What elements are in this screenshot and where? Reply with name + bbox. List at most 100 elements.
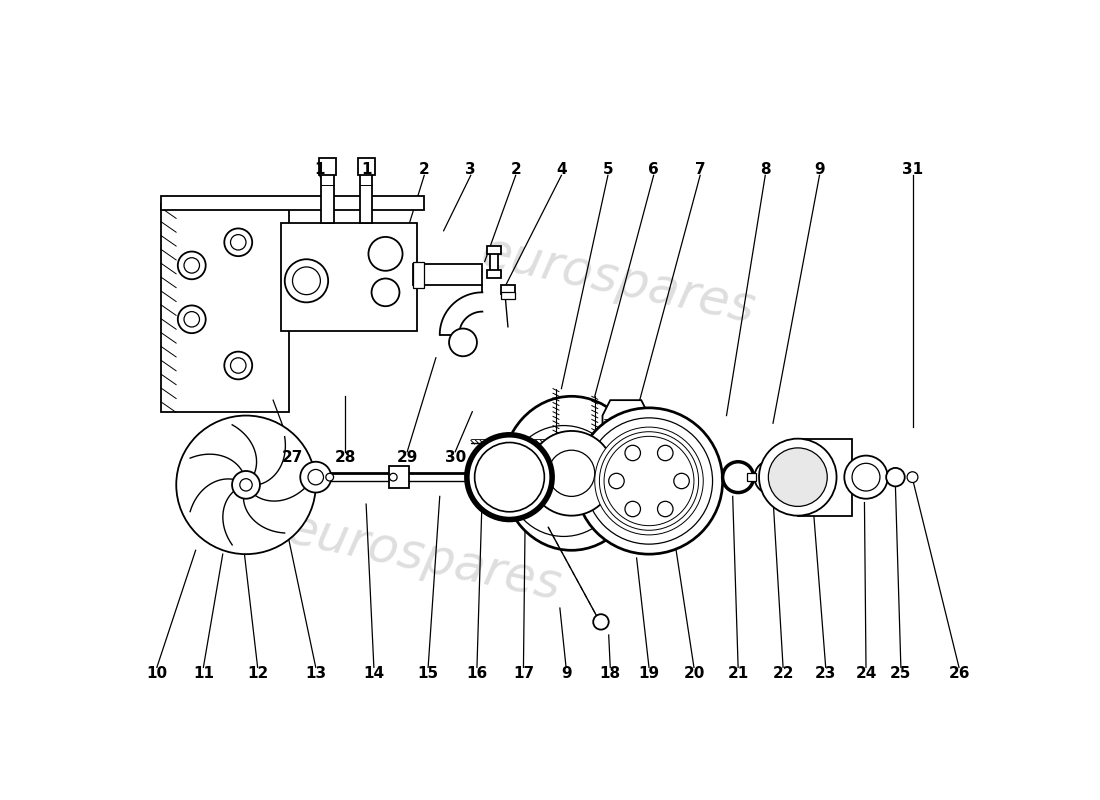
Bar <box>389 466 409 488</box>
Circle shape <box>723 462 754 493</box>
Circle shape <box>285 259 328 302</box>
Text: 17: 17 <box>513 666 534 681</box>
Text: 20: 20 <box>683 666 705 681</box>
Text: 29: 29 <box>396 450 418 466</box>
Circle shape <box>595 427 703 535</box>
Circle shape <box>768 448 827 506</box>
Text: 1: 1 <box>361 162 372 177</box>
Text: 14: 14 <box>363 666 384 681</box>
Text: 4: 4 <box>557 162 566 177</box>
Text: 7: 7 <box>695 162 705 177</box>
Circle shape <box>231 358 246 373</box>
Bar <box>747 474 756 481</box>
Circle shape <box>845 455 888 498</box>
Bar <box>491 250 498 271</box>
Text: eurospares: eurospares <box>476 228 760 334</box>
Text: 16: 16 <box>466 666 487 681</box>
Circle shape <box>224 229 252 256</box>
Text: 19: 19 <box>638 666 660 681</box>
Text: 27: 27 <box>282 450 304 466</box>
Bar <box>412 262 425 288</box>
Text: 30: 30 <box>444 450 466 466</box>
Bar <box>798 438 852 516</box>
Circle shape <box>466 435 552 519</box>
Circle shape <box>184 311 199 327</box>
Bar <box>500 285 515 294</box>
Bar <box>360 173 372 223</box>
Circle shape <box>368 237 403 270</box>
Text: 3: 3 <box>465 162 476 177</box>
Circle shape <box>575 408 723 554</box>
Text: 25: 25 <box>890 666 912 681</box>
Circle shape <box>240 478 252 491</box>
Circle shape <box>608 474 624 489</box>
Bar <box>319 158 336 174</box>
Circle shape <box>762 468 781 486</box>
Text: 2: 2 <box>510 162 521 177</box>
Polygon shape <box>603 400 649 542</box>
Circle shape <box>627 459 671 502</box>
Text: 1: 1 <box>315 162 324 177</box>
Text: eurospares: eurospares <box>283 506 565 610</box>
Text: 26: 26 <box>948 666 970 681</box>
Circle shape <box>887 468 904 486</box>
Circle shape <box>529 431 614 516</box>
Circle shape <box>372 278 399 306</box>
Bar <box>487 270 500 278</box>
Circle shape <box>224 352 252 379</box>
Circle shape <box>449 329 477 356</box>
Ellipse shape <box>502 396 641 550</box>
Circle shape <box>625 502 640 517</box>
Circle shape <box>852 463 880 491</box>
Circle shape <box>658 502 673 517</box>
Text: 21: 21 <box>727 666 749 681</box>
Text: 15: 15 <box>418 666 439 681</box>
Text: 6: 6 <box>648 162 659 177</box>
Circle shape <box>508 426 619 537</box>
Text: 8: 8 <box>760 162 771 177</box>
Circle shape <box>625 446 640 461</box>
Text: 23: 23 <box>815 666 836 681</box>
Text: 2: 2 <box>419 162 430 177</box>
Bar <box>321 173 333 223</box>
Bar <box>487 246 500 254</box>
Circle shape <box>674 474 690 489</box>
Circle shape <box>178 251 206 279</box>
Circle shape <box>389 474 397 481</box>
Text: 13: 13 <box>305 666 327 681</box>
Text: 10: 10 <box>146 666 167 681</box>
Text: 5: 5 <box>603 162 613 177</box>
Circle shape <box>548 450 595 496</box>
Text: 18: 18 <box>600 666 620 681</box>
Text: 12: 12 <box>248 666 268 681</box>
Circle shape <box>326 474 333 481</box>
Circle shape <box>600 432 698 530</box>
Text: 11: 11 <box>192 666 213 681</box>
Circle shape <box>604 436 694 526</box>
Bar <box>161 204 288 412</box>
Circle shape <box>308 470 323 485</box>
Circle shape <box>176 415 316 554</box>
Text: 9: 9 <box>561 666 571 681</box>
Bar <box>412 264 483 286</box>
Circle shape <box>178 306 206 333</box>
Circle shape <box>759 438 837 516</box>
Circle shape <box>593 614 608 630</box>
Bar <box>358 158 375 174</box>
Circle shape <box>606 436 615 446</box>
Text: 24: 24 <box>856 666 877 681</box>
Circle shape <box>908 472 917 482</box>
Text: 22: 22 <box>772 666 794 681</box>
Circle shape <box>658 446 673 461</box>
Circle shape <box>585 418 713 544</box>
Circle shape <box>293 267 320 294</box>
Circle shape <box>300 462 331 493</box>
Circle shape <box>755 460 789 494</box>
Circle shape <box>184 258 199 273</box>
Bar <box>280 223 417 331</box>
Circle shape <box>474 442 544 512</box>
Text: 31: 31 <box>902 162 923 177</box>
Text: 28: 28 <box>334 450 356 466</box>
Circle shape <box>232 471 260 498</box>
Bar <box>500 292 515 298</box>
